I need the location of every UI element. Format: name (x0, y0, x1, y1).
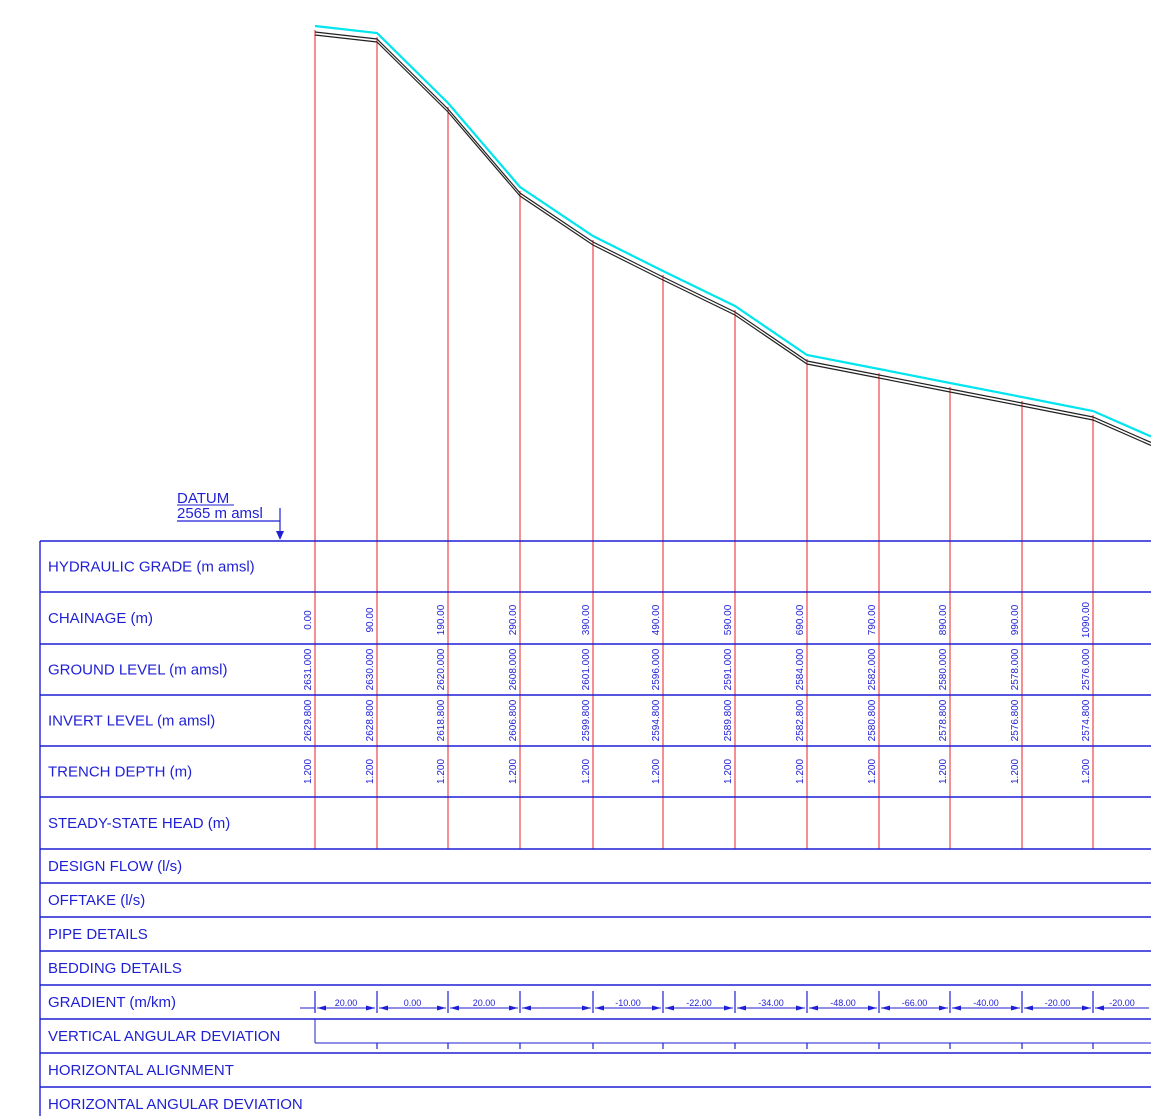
ground-level-value: 2601.000 (581, 648, 592, 690)
row-label-design-flow: DESIGN FLOW (l/s) (48, 858, 182, 875)
gradient-value: 20.00 (335, 998, 358, 1008)
ground-level-value: 2576.000 (1081, 648, 1092, 690)
row-label-horizontal-angular-deviation: HORIZONTAL ANGULAR DEVIATION (48, 1096, 303, 1113)
invert-level-value: 2574.800 (1081, 699, 1092, 741)
ground-level-value: 2630.000 (365, 648, 376, 690)
invert-level-value: 2576.800 (1010, 699, 1021, 741)
trench-depth-value: 1.200 (365, 759, 376, 784)
gradient-value: 20.00 (473, 998, 496, 1008)
chainage-value: 290.00 (508, 604, 519, 635)
ground-level-line (314, 24, 1151, 438)
trench-depth-value: 1.200 (938, 759, 949, 784)
gradient-value: -22.00 (686, 998, 712, 1008)
row-label-ground-level: GROUND LEVEL (m amsl) (48, 662, 227, 679)
invert-level-value: 2606.800 (508, 699, 519, 741)
ground-level-value: 2608.000 (508, 648, 519, 690)
row-label-horizontal-alignment: HORIZONTAL ALIGNMENT (48, 1062, 234, 1079)
datum-label: DATUM (177, 490, 229, 507)
arrow-down-icon (276, 531, 284, 540)
datum-marker: DATUM 2565 m amsl (177, 490, 284, 540)
chainage-value: 790.00 (867, 604, 878, 635)
ground-level-value: 2584.000 (795, 648, 806, 690)
ground-level-value: 2596.000 (651, 648, 662, 690)
gradient-value: -20.00 (1045, 998, 1071, 1008)
gradient-value: -20.00 (1109, 998, 1135, 1008)
chainage-value: 590.00 (723, 604, 734, 635)
trench-depth-value: 1.200 (651, 759, 662, 784)
ground-level-value: 2631.000 (303, 648, 314, 690)
invert-level-value: 2599.800 (581, 699, 592, 741)
trench-depth-value: 1.200 (436, 759, 447, 784)
row-label-gradient: GRADIENT (m/km) (48, 994, 176, 1011)
trench-depth-value: 1.200 (303, 759, 314, 784)
ground-level-value: 2578.000 (1010, 648, 1021, 690)
invert-level-value: 2629.800 (303, 699, 314, 741)
row-label-vertical-angular-deviation: VERTICAL ANGULAR DEVIATION (48, 1028, 280, 1045)
chainage-value: 690.00 (795, 604, 806, 635)
row-label-chainage: CHAINAGE (m) (48, 610, 153, 627)
profile-layer (314, 24, 1151, 849)
row-label-bedding-details: BEDDING DETAILS (48, 960, 182, 977)
ground-level-value: 2580.000 (938, 648, 949, 690)
chainage-value: 390.00 (581, 604, 592, 635)
ground-level-value: 2620.000 (436, 648, 447, 690)
pipe-bottom-line (314, 34, 1151, 446)
row-label-pipe-details: PIPE DETAILS (48, 926, 148, 943)
trench-depth-value: 1.200 (1010, 759, 1021, 784)
pipe-invert-line (314, 31, 1151, 443)
invert-level-value: 2580.800 (867, 699, 878, 741)
chainage-value: 0.00 (303, 610, 314, 630)
gradient-value: -66.00 (902, 998, 928, 1008)
trench-depth-value: 1.200 (867, 759, 878, 784)
ground-level-value: 2582.000 (867, 648, 878, 690)
chainage-value: 90.00 (365, 607, 376, 632)
invert-level-value: 2628.800 (365, 699, 376, 741)
row-label-hydraulic-grade: HYDRAULIC GRADE (m amsl) (48, 559, 255, 576)
gradient-value: -40.00 (973, 998, 999, 1008)
trench-depth-value: 1.200 (795, 759, 806, 784)
gradient-value: -34.00 (758, 998, 784, 1008)
trench-depth-value: 1.200 (1081, 759, 1092, 784)
invert-level-value: 2594.800 (651, 699, 662, 741)
trench-depth-value: 1.200 (508, 759, 519, 784)
profile-table: HYDRAULIC GRADE (m amsl) CHAINAGE (m) GROU… (39, 540, 1151, 1116)
row-label-steady-state-head: STEADY-STATE HEAD (m) (48, 815, 230, 832)
invert-level-value: 2618.800 (436, 699, 447, 741)
chainage-value: 190.00 (436, 604, 447, 635)
trench-depth-value: 1.200 (581, 759, 592, 784)
row-label-invert-level: INVERT LEVEL (m amsl) (48, 713, 215, 730)
row-label-trench-depth: TRENCH DEPTH (m) (48, 764, 192, 781)
chainage-value: 890.00 (938, 604, 949, 635)
chainage-value: 990.00 (1010, 604, 1021, 635)
ground-level-value: 2591.000 (723, 648, 734, 690)
chainage-value: 1090.00 (1081, 601, 1092, 638)
invert-level-value: 2582.800 (795, 699, 806, 741)
chainage-value: 490.00 (651, 604, 662, 635)
trench-depth-value: 1.200 (723, 759, 734, 784)
invert-level-value: 2589.800 (723, 699, 734, 741)
gradient-value: 0.00 (404, 998, 422, 1008)
invert-level-value: 2578.800 (938, 699, 949, 741)
gradient-value: -10.00 (615, 998, 641, 1008)
gradient-value: -48.00 (830, 998, 856, 1008)
row-label-offtake: OFFTAKE (l/s) (48, 892, 145, 909)
datum-value: 2565 m amsl (177, 505, 263, 522)
